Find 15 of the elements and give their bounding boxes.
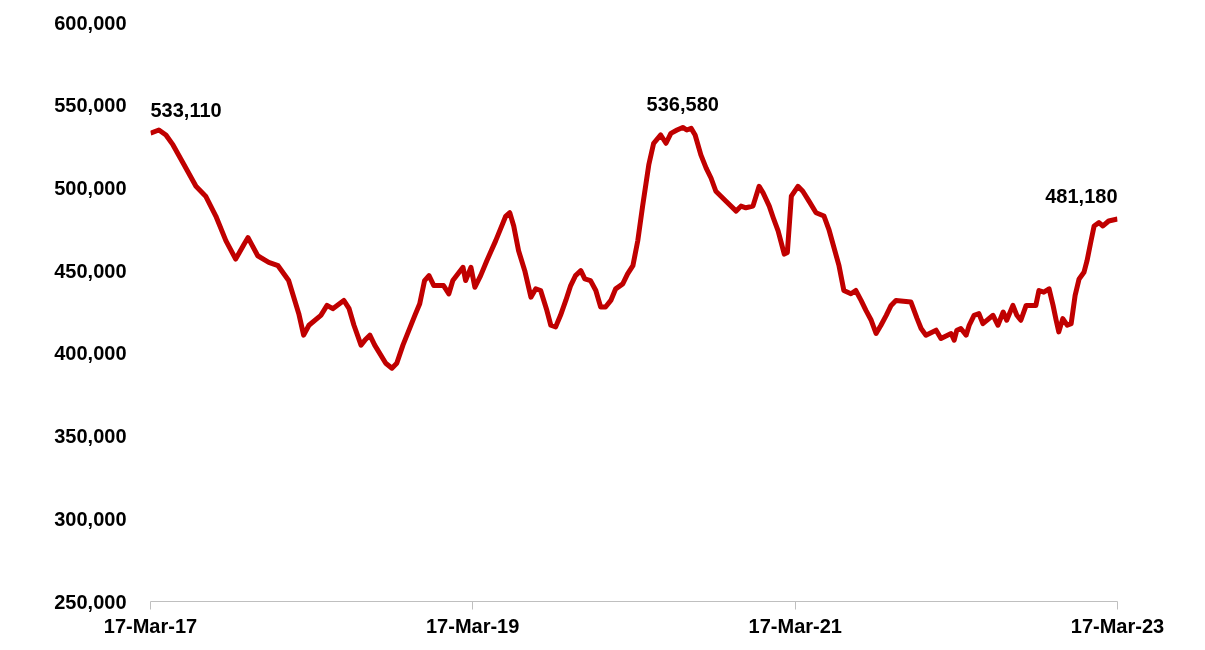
annotation: 533,110 bbox=[150, 99, 222, 122]
x-tick-label: 17-Mar-17 bbox=[103, 614, 198, 637]
annotation: 536,580 bbox=[646, 93, 719, 116]
y-tick-label: 300,000 bbox=[54, 507, 127, 530]
x-tick-label: 17-Mar-21 bbox=[748, 614, 843, 637]
y-tick-label: 400,000 bbox=[54, 342, 127, 365]
y-tick-label: 550,000 bbox=[54, 94, 127, 117]
x-tick-label: 17-Mar-19 bbox=[426, 614, 520, 637]
y-tick-label: 350,000 bbox=[54, 425, 127, 448]
x-tick-label: 17-Mar-23 bbox=[1070, 614, 1165, 637]
y-tick-label: 500,000 bbox=[54, 176, 127, 199]
y-tick-label: 250,000 bbox=[54, 590, 127, 613]
annotation: 481,180 bbox=[1045, 185, 1118, 208]
y-tick-label: 600,000 bbox=[54, 11, 127, 34]
y-tick-label: 450,000 bbox=[54, 259, 127, 282]
